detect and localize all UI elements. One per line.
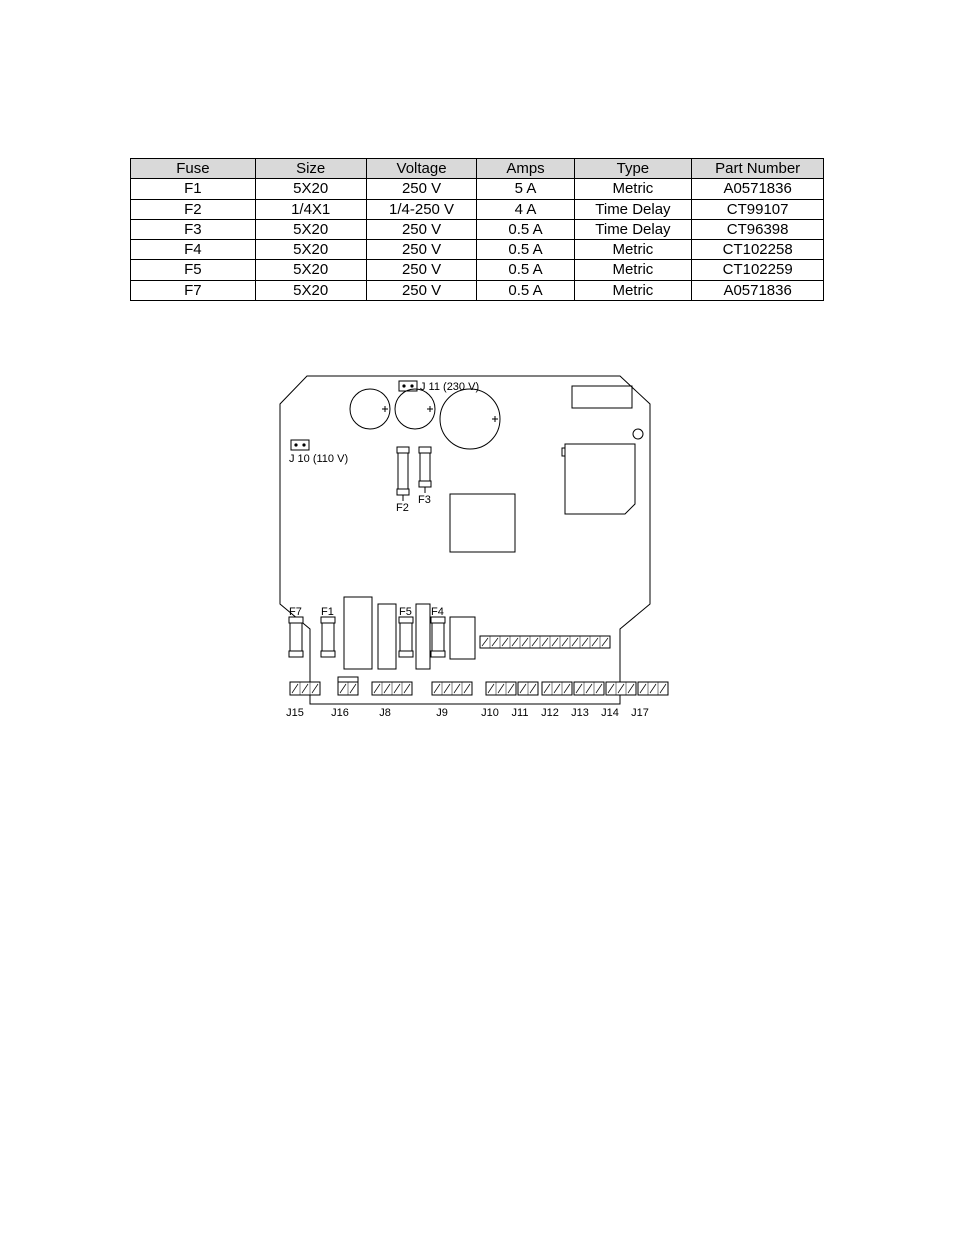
svg-text:J12: J12	[541, 707, 559, 719]
fuse-table-element: Fuse Size Voltage Amps Type Part Number …	[130, 158, 824, 301]
fuse-table: Fuse Size Voltage Amps Type Part Number …	[130, 158, 824, 301]
col-part: Part Number	[692, 159, 824, 179]
col-type: Type	[574, 159, 692, 179]
svg-text:F3: F3	[418, 494, 431, 506]
table-row: F21/4X11/4-250 V4 ATime DelayCT99107	[131, 199, 824, 219]
svg-text:J9: J9	[436, 707, 448, 719]
table-row: F55X20250 V0.5 AMetricCT102259	[131, 260, 824, 280]
svg-text:J8: J8	[379, 707, 391, 719]
col-amps: Amps	[477, 159, 574, 179]
table-row: F45X20250 V0.5 AMetricCT102258	[131, 240, 824, 260]
pcb-diagram: J 11 (230 V) J 10 (110 V) F2 F3 F7 F1 F5 F4 J15 J…	[260, 364, 690, 764]
col-fuse: Fuse	[131, 159, 256, 179]
col-size: Size	[255, 159, 366, 179]
svg-text:J17: J17	[631, 707, 649, 719]
svg-text:J 11 (230 V): J 11 (230 V)	[420, 381, 479, 393]
svg-text:J16: J16	[331, 707, 349, 719]
col-voltage: Voltage	[366, 159, 477, 179]
svg-text:F7: F7	[289, 606, 302, 618]
svg-text:F4: F4	[431, 606, 444, 618]
svg-text:J10: J10	[481, 707, 499, 719]
table-header-row: Fuse Size Voltage Amps Type Part Number	[131, 159, 824, 179]
table-row: F35X20250 V0.5 ATime DelayCT96398	[131, 219, 824, 239]
table-row: F75X20250 V0.5 AMetricA0571836	[131, 280, 824, 300]
svg-text:J13: J13	[571, 707, 589, 719]
svg-text:J14: J14	[601, 707, 619, 719]
svg-text:F2: F2	[396, 502, 409, 514]
table-row: F15X20250 V5 AMetricA0571836	[131, 179, 824, 199]
svg-text:J15: J15	[286, 707, 304, 719]
svg-text:J 10 (110 V): J 10 (110 V)	[289, 453, 348, 465]
svg-text:F1: F1	[321, 606, 334, 618]
svg-text:F5: F5	[399, 606, 412, 618]
svg-text:J11: J11	[512, 707, 529, 719]
pcb-svg: J 11 (230 V) J 10 (110 V) F2 F3 F7 F1 F5 F4 J15 J…	[260, 364, 690, 764]
